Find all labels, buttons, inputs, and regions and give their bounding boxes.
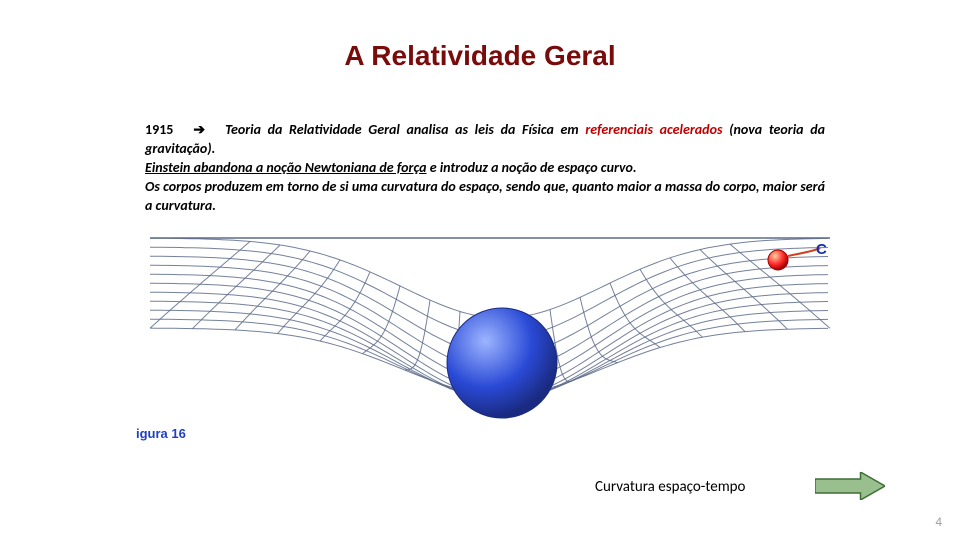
svg-text:C: C xyxy=(816,241,827,258)
slide-title: A Relatividade Geral xyxy=(0,40,960,72)
next-arrow[interactable] xyxy=(815,472,885,500)
underlined-phrase: Einstein abandona a noção Newtoniana de … xyxy=(145,159,427,176)
page-number: 4 xyxy=(935,515,942,530)
arrow-right-icon xyxy=(815,472,885,500)
body-part1: Teoria da Relatividade Geral analisa as … xyxy=(225,121,585,138)
figure-label: igura 16 xyxy=(136,426,186,441)
year-label: 1915 xyxy=(145,121,173,138)
body-paragraph: 1915 ➔ Teoria da Relatividade Geral anal… xyxy=(145,120,825,215)
red-phrase: referenciais acelerados xyxy=(585,121,722,138)
spacetime-svg: BC xyxy=(130,218,850,428)
body-line2-rest: e introduz a noção de espaço curvo. xyxy=(427,159,637,176)
arrow-icon: ➔ xyxy=(193,121,205,137)
diagram-caption: Curvatura espaço-tempo xyxy=(595,478,745,496)
spacetime-diagram: BC igura 16 xyxy=(130,218,850,428)
body-line3: Os corpos produzem em torno de si uma cu… xyxy=(145,178,825,214)
